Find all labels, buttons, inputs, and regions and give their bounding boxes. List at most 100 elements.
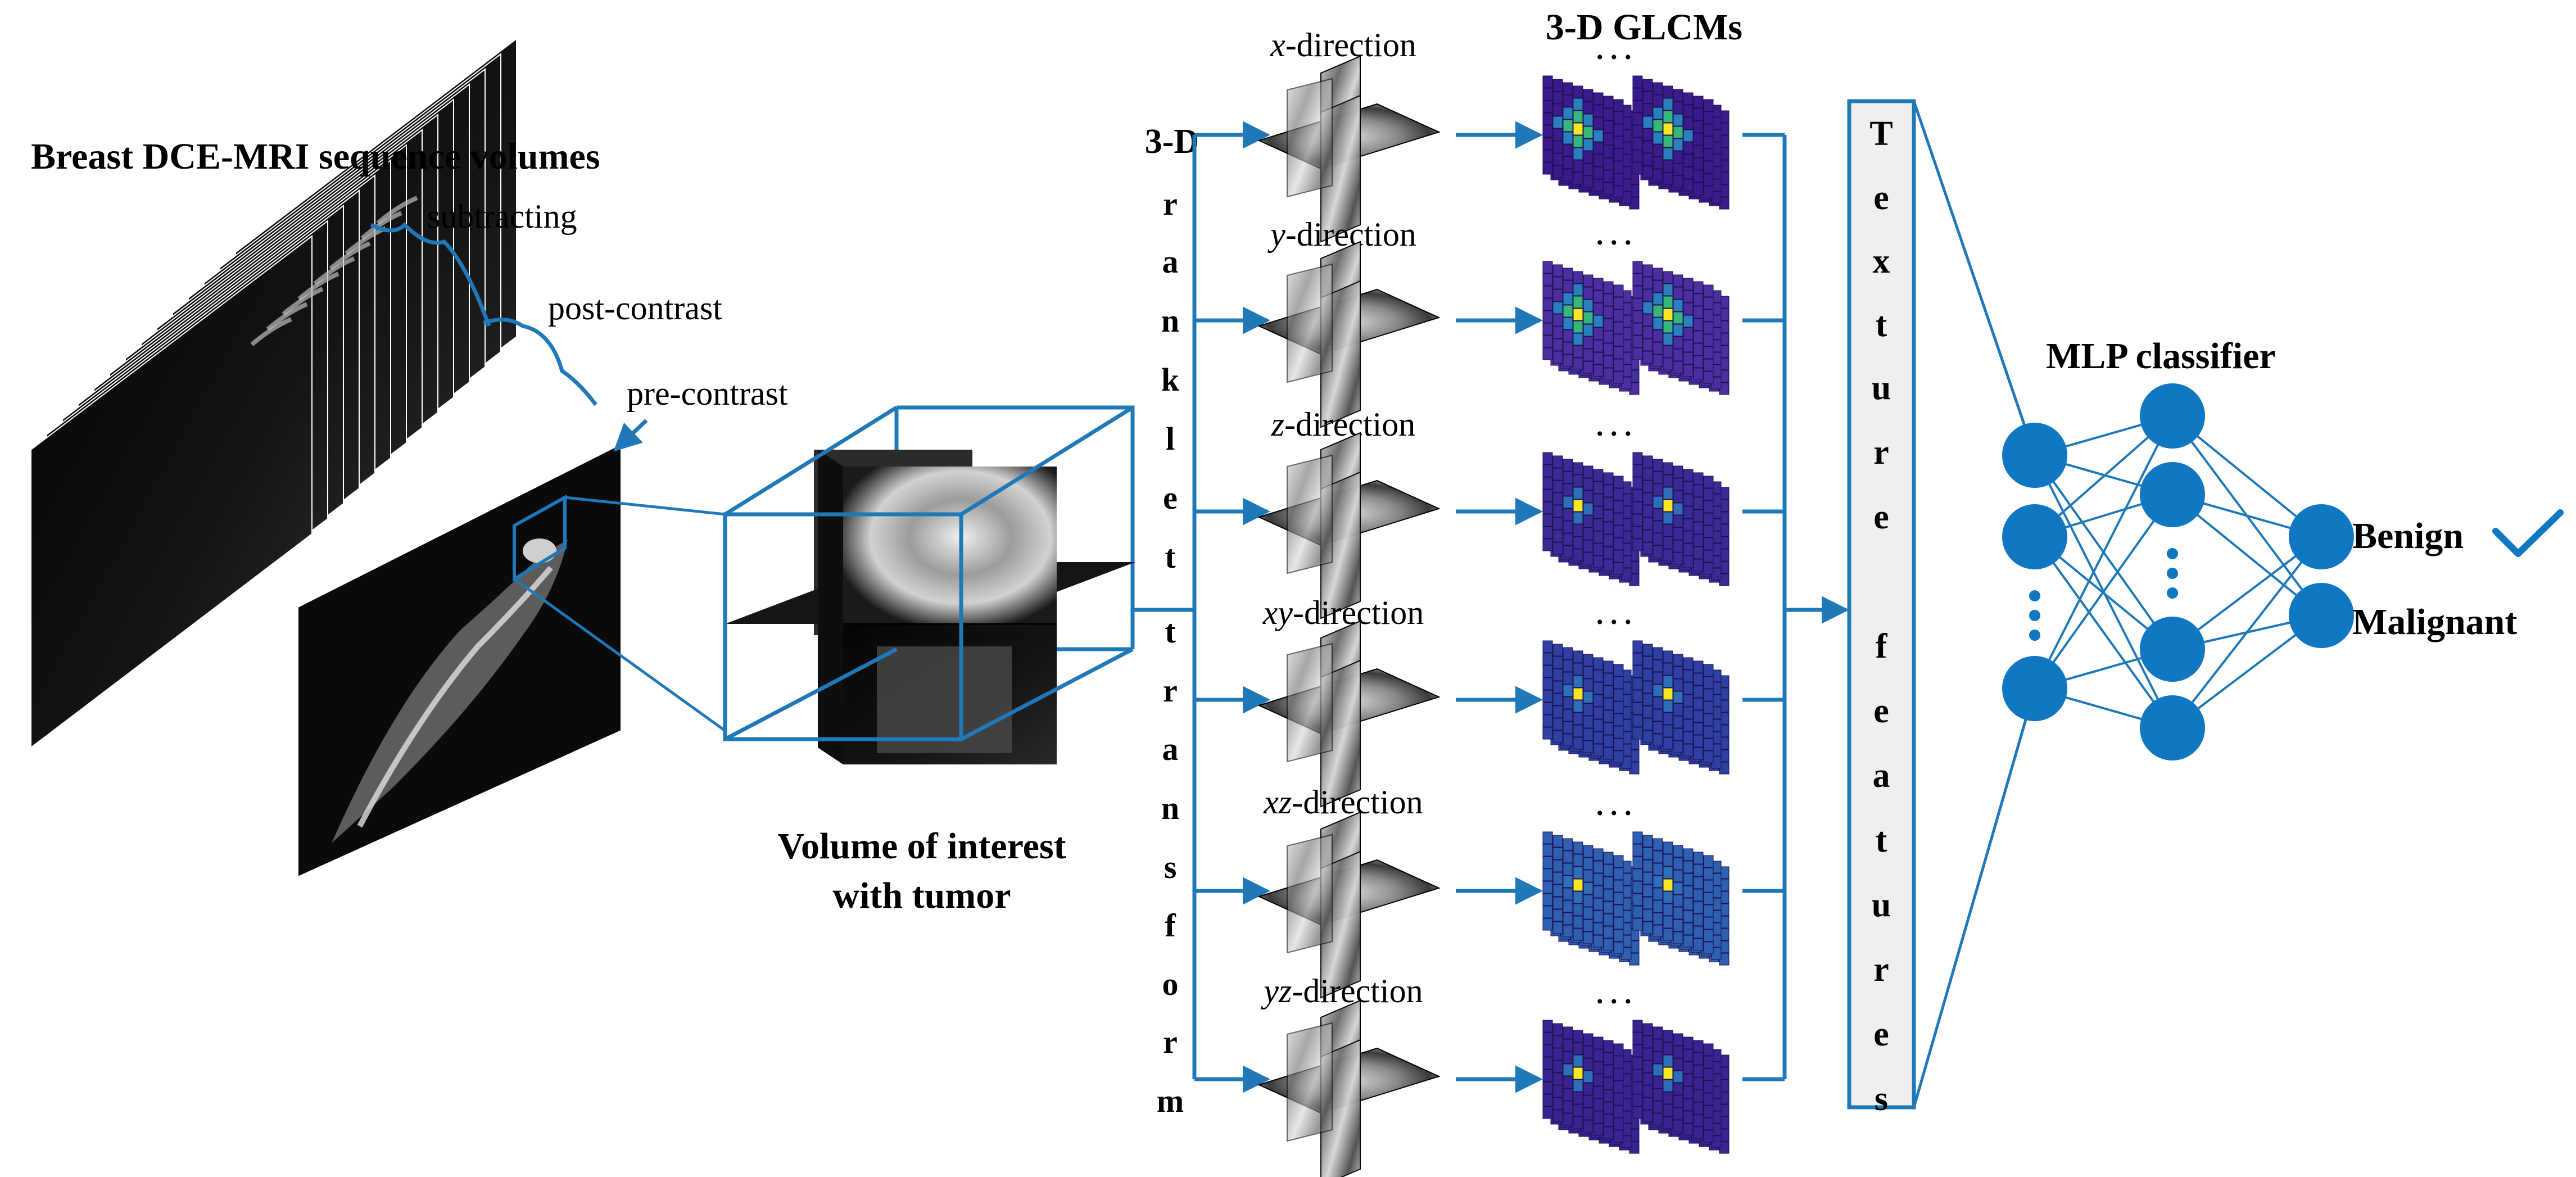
arrow-pre-contrast (613, 419, 648, 452)
glcm-stack (1542, 261, 1640, 395)
texture-letter: f (1876, 627, 1888, 666)
ranklet-letter: e (1163, 479, 1178, 516)
direction-cube (1257, 620, 1441, 808)
mlp-ellipsis-dot (2029, 590, 2040, 601)
direction-cube (1257, 999, 1441, 1177)
mlp-network (1912, 101, 2354, 1108)
mlp-title: MLP classifier (2046, 336, 2276, 377)
label-pre-contrast: pre-contrast (627, 375, 788, 412)
label-subtracting: subtracting (427, 198, 577, 235)
branch-connectors (1192, 121, 1270, 1093)
glcm-stack (1632, 261, 1730, 395)
texture-letter: e (1873, 692, 1889, 730)
mlp-node (2289, 504, 2354, 569)
mlp-node (2002, 656, 2067, 721)
ranklet-letter: f (1165, 907, 1176, 944)
glcm-ellipsis: . . . (1596, 790, 1632, 821)
glcm-ellipsis: . . . (1596, 410, 1632, 442)
glcm-ellipsis: . . . (1596, 599, 1632, 630)
texture-letter: u (1872, 886, 1891, 924)
mlp-node (2140, 617, 2205, 682)
direction-rows: x-direction . . . y-direction . . . z-direct… (1257, 26, 1730, 1177)
texture-letter: e (1873, 498, 1889, 536)
texture-letter: e (1873, 1015, 1889, 1053)
voi-label-line1: Volume of interest (777, 826, 1066, 867)
ranklet-letter: r (1163, 1024, 1178, 1060)
texture-letter: s (1875, 1080, 1888, 1118)
glcm-ellipsis: . . . (1596, 34, 1632, 65)
glcm-stack (1632, 640, 1730, 775)
ranklet-letter: t (1165, 613, 1176, 650)
glcm-collector (1742, 133, 1849, 1081)
ranklet-letter: o (1162, 966, 1179, 1002)
mlp-output-malignant: Malignant (2352, 601, 2517, 642)
direction-label: y-direction (1267, 216, 1416, 253)
brace-post-contrast (482, 318, 597, 406)
glcm-title: 3-D GLCMs (1546, 7, 1742, 48)
mlp-node (2002, 423, 2067, 488)
glcm-stack (1632, 75, 1730, 210)
mlp-node (2140, 462, 2205, 527)
direction-label: yz-direction (1260, 972, 1423, 1009)
ranklet-letter: n (1161, 790, 1179, 826)
texture-letter: x (1873, 242, 1890, 280)
ranklet-letter: n (1161, 302, 1179, 339)
mlp-ellipsis-dot (2029, 630, 2040, 641)
glcm-stack (1632, 452, 1730, 586)
mri-title: Breast DCE-MRI sequence volumes (31, 136, 600, 177)
glcm-stack (1542, 452, 1640, 586)
texture-letter: T (1869, 115, 1893, 153)
voi-cube (723, 405, 1135, 764)
mri-tumor (523, 538, 556, 563)
mri-labels: subtracting post-contrast pre-contrast (370, 198, 788, 452)
ranklet-letter: a (1162, 243, 1179, 280)
roi-connector (513, 494, 726, 732)
glcm-stack (1632, 831, 1730, 966)
mlp-node (2140, 383, 2205, 449)
direction-label: z-direction (1271, 406, 1416, 443)
ranklet-letter: t (1165, 538, 1176, 575)
glcm-stack (1542, 75, 1640, 210)
glcm-stack (1542, 640, 1640, 775)
direction-label: xz-direction (1263, 784, 1423, 821)
texture-letter: t (1876, 306, 1887, 344)
roi-box (513, 494, 567, 582)
mlp-node (2289, 583, 2354, 648)
mlp-node (2002, 504, 2067, 569)
mlp-ellipsis-dot (2167, 587, 2178, 599)
ranklet-head: 3-D (1145, 123, 1199, 161)
glcm-stack (1542, 1020, 1640, 1154)
mri-volume-stack (30, 37, 622, 878)
texture-letter: r (1873, 433, 1889, 472)
ranklet-letter: s (1164, 849, 1177, 885)
mlp-node (2140, 695, 2205, 760)
direction-cube (1257, 55, 1441, 243)
ranklet-letter: m (1157, 1083, 1184, 1119)
direction-cube (1257, 241, 1441, 428)
voi-label-line2: with tumor (832, 875, 1011, 916)
ranklet-letter: a (1162, 731, 1179, 767)
mlp-ellipsis-dot (2029, 610, 2040, 621)
texture-letter: e (1873, 179, 1889, 217)
ranklet-letter: r (1163, 672, 1178, 709)
brace-subtracting (370, 222, 491, 327)
glcm-stack (1542, 831, 1640, 966)
mlp-ellipsis-dot (2167, 548, 2178, 559)
mlp-ellipsis-dot (2167, 568, 2178, 579)
direction-cube (1257, 811, 1441, 999)
texture-letter: t (1876, 821, 1887, 859)
ranklet-letter: r (1163, 185, 1178, 222)
glcm-ellipsis: . . . (1596, 219, 1632, 251)
ranklet-letter: l (1166, 420, 1175, 457)
direction-label: xy-direction (1262, 594, 1424, 631)
texture-letter: a (1873, 757, 1890, 795)
glcm-ellipsis: . . . (1596, 978, 1632, 1009)
direction-cube (1257, 432, 1441, 619)
texture-features-box (1847, 99, 1916, 1110)
check-icon (2492, 509, 2564, 557)
mlp-output-benign: Benign (2352, 515, 2464, 556)
label-post-contrast: post-contrast (548, 289, 722, 327)
direction-label: x-direction (1270, 26, 1416, 64)
